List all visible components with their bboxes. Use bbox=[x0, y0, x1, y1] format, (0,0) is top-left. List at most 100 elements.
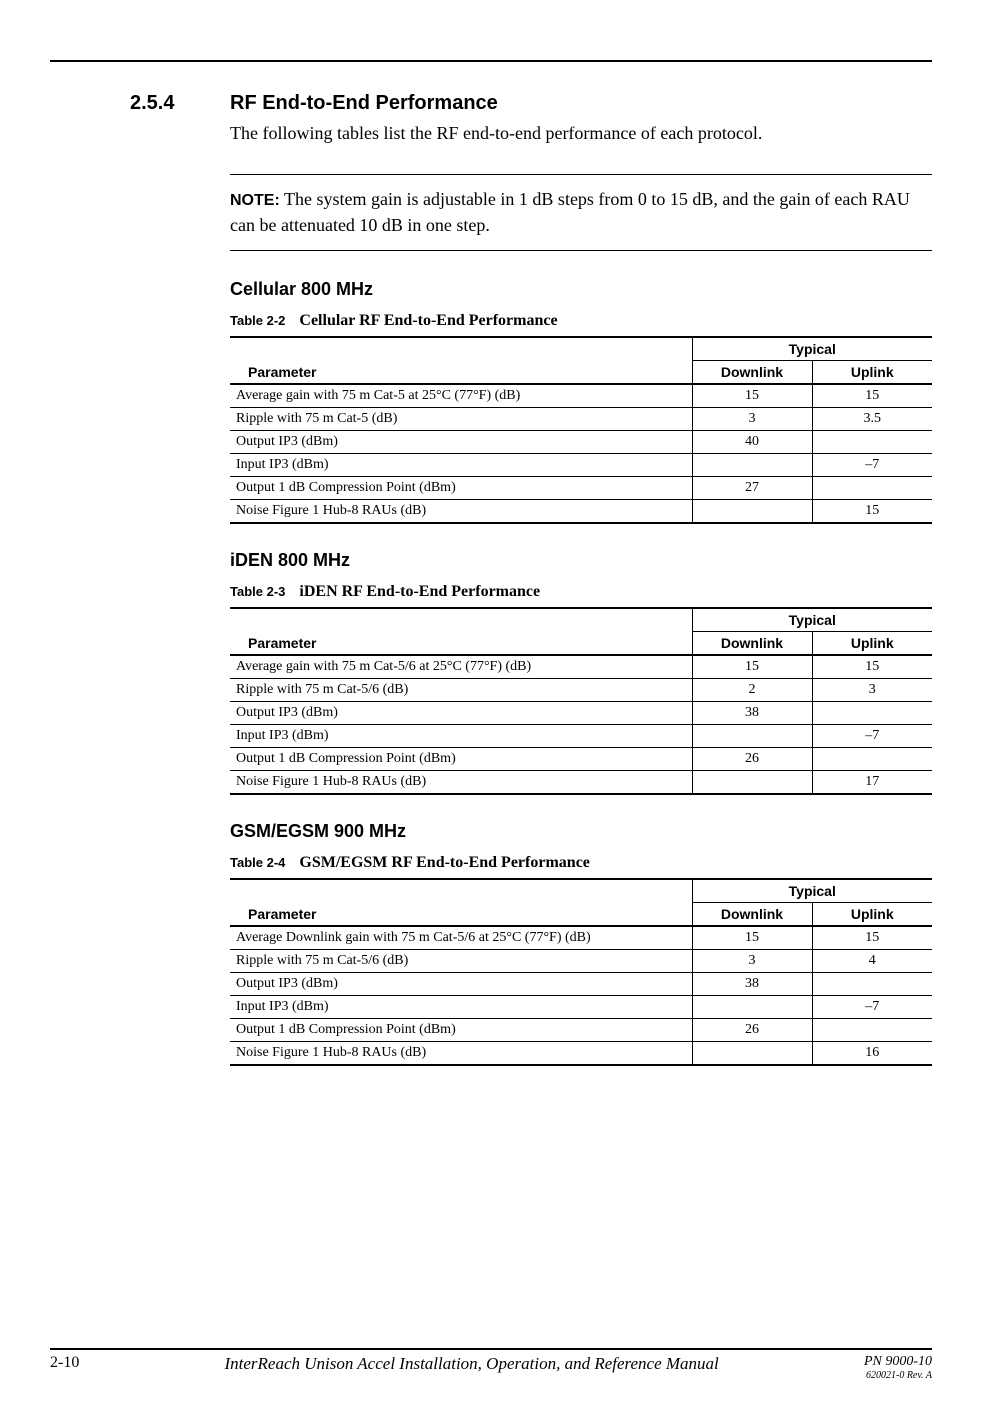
cell-downlink: 26 bbox=[692, 1018, 812, 1041]
table-row: Input IP3 (dBm) –7 bbox=[230, 995, 932, 1018]
cell-parameter: Average Downlink gain with 75 m Cat-5/6 … bbox=[230, 926, 692, 950]
cell-parameter: Noise Figure 1 Hub-8 RAUs (dB) bbox=[230, 499, 692, 523]
header-typical: Typical bbox=[692, 608, 932, 632]
specs-table: TypicalParameterDownlinkUplink Average ga… bbox=[230, 607, 932, 795]
table-row: Average Downlink gain with 75 m Cat-5/6 … bbox=[230, 926, 932, 950]
cell-downlink bbox=[692, 453, 812, 476]
cell-downlink: 15 bbox=[692, 655, 812, 679]
table-number: Table 2-4 bbox=[230, 855, 285, 870]
cell-uplink bbox=[812, 747, 932, 770]
table-block: iDEN 800 MHzTable 2-3iDEN RF End-to-End … bbox=[230, 550, 932, 795]
table-title: iDEN RF End-to-End Performance bbox=[299, 583, 540, 600]
footer-rev: 620021-0 Rev. A bbox=[864, 1370, 932, 1381]
cell-downlink: 2 bbox=[692, 678, 812, 701]
specs-table: TypicalParameterDownlinkUplink Average ga… bbox=[230, 336, 932, 524]
cell-parameter: Ripple with 75 m Cat-5/6 (dB) bbox=[230, 678, 692, 701]
content-area: 2.5.4 RF End-to-End Performance The foll… bbox=[230, 92, 932, 1066]
cell-uplink: 15 bbox=[812, 499, 932, 523]
footer-page-number: 2-10 bbox=[50, 1354, 79, 1372]
cell-downlink: 15 bbox=[692, 926, 812, 950]
header-uplink: Uplink bbox=[812, 631, 932, 655]
cell-downlink bbox=[692, 770, 812, 794]
header-parameter: Parameter bbox=[230, 902, 692, 926]
cell-downlink: 40 bbox=[692, 430, 812, 453]
table-row: Input IP3 (dBm) –7 bbox=[230, 453, 932, 476]
cell-uplink: 15 bbox=[812, 655, 932, 679]
cell-parameter: Ripple with 75 m Cat-5/6 (dB) bbox=[230, 949, 692, 972]
table-row: Output 1 dB Compression Point (dBm)26 bbox=[230, 1018, 932, 1041]
cell-downlink: 15 bbox=[692, 384, 812, 408]
cell-parameter: Output IP3 (dBm) bbox=[230, 701, 692, 724]
table-row: Output IP3 (dBm)40 bbox=[230, 430, 932, 453]
page-footer: 2-10 InterReach Unison Accel Installatio… bbox=[50, 1348, 932, 1381]
header-parameter: Parameter bbox=[230, 360, 692, 384]
cell-downlink: 27 bbox=[692, 476, 812, 499]
table-caption: Table 2-3 iDEN RF End-to-End Performance bbox=[230, 583, 932, 601]
subsection-heading: Cellular 800 MHz bbox=[230, 279, 932, 300]
cell-parameter: Noise Figure 1 Hub-8 RAUs (dB) bbox=[230, 770, 692, 794]
cell-parameter: Input IP3 (dBm) bbox=[230, 995, 692, 1018]
cell-uplink: –7 bbox=[812, 724, 932, 747]
subsection-heading: GSM/EGSM 900 MHz bbox=[230, 821, 932, 842]
cell-downlink: 26 bbox=[692, 747, 812, 770]
specs-table: TypicalParameterDownlinkUplink Average Do… bbox=[230, 878, 932, 1066]
section-number: 2.5.4 bbox=[130, 92, 230, 115]
cell-uplink: 15 bbox=[812, 384, 932, 408]
header-downlink: Downlink bbox=[692, 631, 812, 655]
cell-parameter: Output 1 dB Compression Point (dBm) bbox=[230, 747, 692, 770]
cell-parameter: Input IP3 (dBm) bbox=[230, 453, 692, 476]
cell-parameter: Output 1 dB Compression Point (dBm) bbox=[230, 1018, 692, 1041]
table-row: Output 1 dB Compression Point (dBm)26 bbox=[230, 747, 932, 770]
section-header-row: 2.5.4 RF End-to-End Performance bbox=[230, 92, 932, 115]
cell-parameter: Input IP3 (dBm) bbox=[230, 724, 692, 747]
section-title: RF End-to-End Performance bbox=[230, 92, 498, 115]
cell-uplink bbox=[812, 701, 932, 724]
cell-uplink: –7 bbox=[812, 453, 932, 476]
table-caption: Table 2-4GSM/EGSM RF End-to-End Performa… bbox=[230, 854, 932, 872]
table-row: Noise Figure 1 Hub-8 RAUs (dB) 15 bbox=[230, 499, 932, 523]
table-block: Cellular 800 MHzTable 2-2Cellular RF End… bbox=[230, 279, 932, 524]
table-row: Output IP3 (dBm)38 bbox=[230, 701, 932, 724]
table-row: Average gain with 75 m Cat-5/6 at 25°C (… bbox=[230, 655, 932, 679]
header-downlink: Downlink bbox=[692, 360, 812, 384]
cell-uplink: –7 bbox=[812, 995, 932, 1018]
cell-uplink bbox=[812, 972, 932, 995]
table-row: Noise Figure 1 Hub-8 RAUs (dB)16 bbox=[230, 1041, 932, 1065]
note-text: NOTE: The system gain is adjustable in 1… bbox=[230, 187, 932, 238]
cell-uplink bbox=[812, 476, 932, 499]
cell-downlink: 38 bbox=[692, 972, 812, 995]
cell-uplink: 3 bbox=[812, 678, 932, 701]
table-number: Table 2-3 bbox=[230, 584, 285, 599]
cell-uplink: 3.5 bbox=[812, 407, 932, 430]
cell-uplink bbox=[812, 430, 932, 453]
cell-parameter: Average gain with 75 m Cat-5/6 at 25°C (… bbox=[230, 655, 692, 679]
note-label: NOTE: bbox=[230, 192, 280, 209]
table-row: Noise Figure 1 Hub-8 RAUs (dB) 17 bbox=[230, 770, 932, 794]
note-box: NOTE: The system gain is adjustable in 1… bbox=[230, 174, 932, 251]
table-row: Average gain with 75 m Cat-5 at 25°C (77… bbox=[230, 384, 932, 408]
cell-parameter: Average gain with 75 m Cat-5 at 25°C (77… bbox=[230, 384, 692, 408]
cell-downlink bbox=[692, 995, 812, 1018]
cell-downlink bbox=[692, 724, 812, 747]
cell-uplink: 4 bbox=[812, 949, 932, 972]
cell-uplink: 16 bbox=[812, 1041, 932, 1065]
note-body: The system gain is adjustable in 1 dB st… bbox=[230, 189, 910, 234]
header-typical: Typical bbox=[692, 337, 932, 361]
header-typical: Typical bbox=[692, 879, 932, 903]
table-row: Output IP3 (dBm)38 bbox=[230, 972, 932, 995]
header-downlink: Downlink bbox=[692, 902, 812, 926]
table-row: Input IP3 (dBm) –7 bbox=[230, 724, 932, 747]
header-parameter: Parameter bbox=[230, 631, 692, 655]
section-intro: The following tables list the RF end-to-… bbox=[230, 121, 932, 146]
footer-right: PN 9000-10 620021-0 Rev. A bbox=[864, 1354, 932, 1381]
footer-doc-title: InterReach Unison Accel Installation, Op… bbox=[79, 1354, 864, 1374]
cell-parameter: Output 1 dB Compression Point (dBm) bbox=[230, 476, 692, 499]
table-row: Output 1 dB Compression Point (dBm)27 bbox=[230, 476, 932, 499]
header-uplink: Uplink bbox=[812, 360, 932, 384]
cell-downlink: 3 bbox=[692, 949, 812, 972]
header-uplink: Uplink bbox=[812, 902, 932, 926]
cell-uplink bbox=[812, 1018, 932, 1041]
cell-uplink: 17 bbox=[812, 770, 932, 794]
cell-parameter: Output IP3 (dBm) bbox=[230, 972, 692, 995]
cell-downlink bbox=[692, 499, 812, 523]
